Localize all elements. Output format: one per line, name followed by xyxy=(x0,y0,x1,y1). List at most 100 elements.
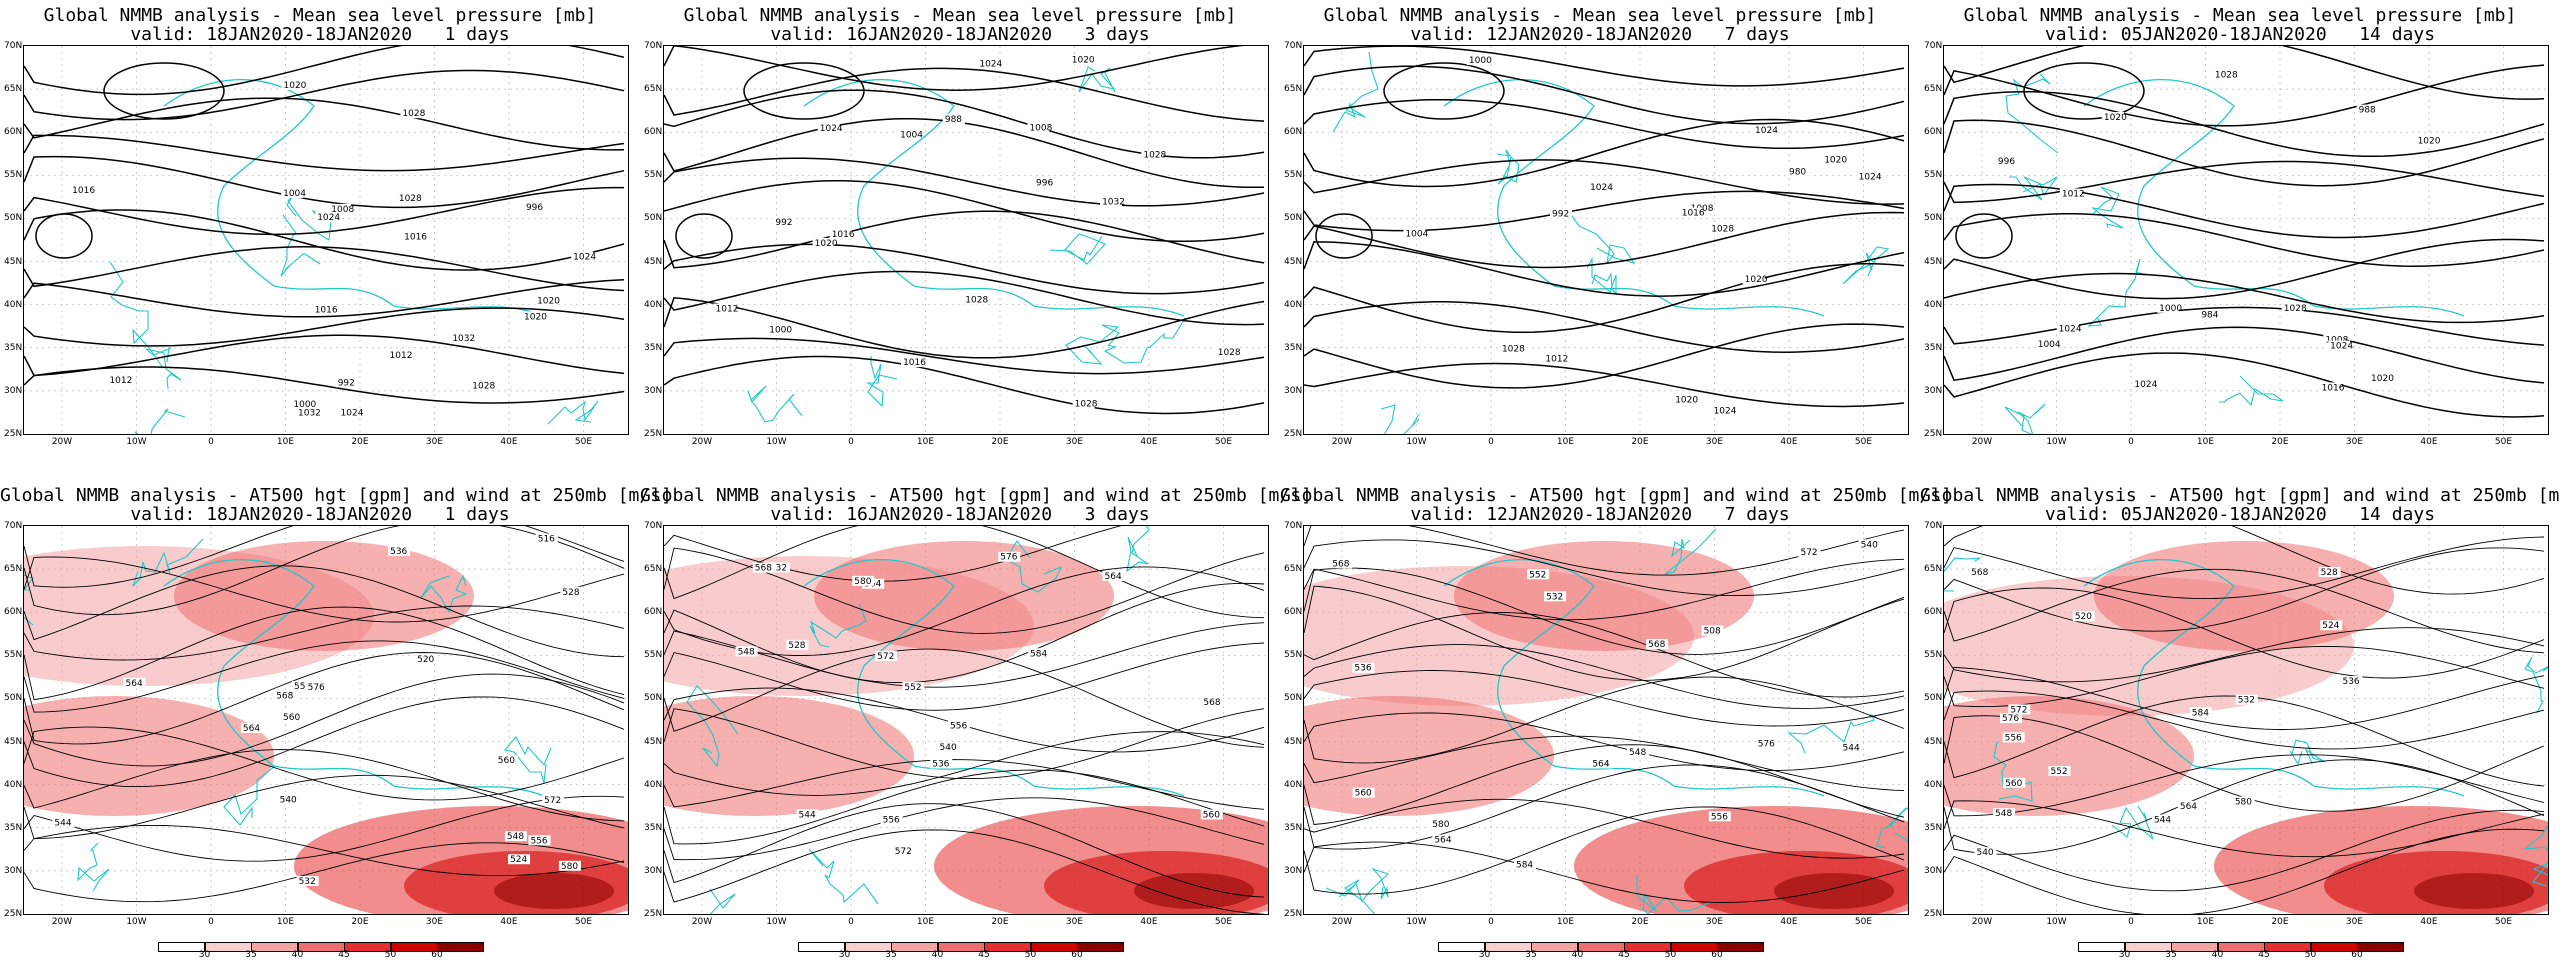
contour-label-bg xyxy=(338,407,361,418)
contour-label: 572 xyxy=(877,652,894,662)
isoline xyxy=(664,759,1265,810)
lon-tick-label: 50E xyxy=(574,917,593,927)
isoline xyxy=(1304,764,1905,850)
lon-tick-label: 50E xyxy=(1214,917,1233,927)
contour-label-bg xyxy=(2369,372,2392,383)
isoline xyxy=(24,749,625,822)
isoline xyxy=(1944,160,2545,204)
contour-label-bg xyxy=(1102,570,1125,581)
contour-label-bg xyxy=(291,680,314,691)
colorbar-segment xyxy=(1717,942,1764,952)
isoline xyxy=(1304,190,1905,232)
contour-label-bg xyxy=(2189,707,2212,718)
lat-tick-label: 40N xyxy=(644,299,663,310)
colorbar-label: 45 xyxy=(1618,950,1630,960)
coastline xyxy=(1944,557,1981,592)
coastline xyxy=(1496,149,1520,185)
contour-label: 540 xyxy=(1976,848,1993,858)
contour-label: 1020 xyxy=(815,239,838,249)
coastline xyxy=(803,79,1185,317)
lon-tick-label: 40E xyxy=(1140,437,1158,447)
wind-shade xyxy=(814,541,1114,651)
coastline xyxy=(1380,404,1420,434)
contour-label: 996 xyxy=(1036,178,1053,188)
contour-label-bg xyxy=(281,80,304,91)
contour-label-bg xyxy=(1034,177,1057,188)
contour-label-bg xyxy=(1588,182,1611,193)
lat-tick-label: 30N xyxy=(1924,865,1943,876)
lat-tick-label: 55N xyxy=(4,170,23,181)
lat-tick-label: 25N xyxy=(1284,429,1303,439)
coastline xyxy=(2091,186,2124,229)
contour-label-bg xyxy=(387,349,410,360)
contour-label: 520 xyxy=(417,655,434,665)
contour-label: 536 xyxy=(2342,677,2359,687)
lat-tick-label: 65N xyxy=(1924,84,1943,95)
contour-label-bg xyxy=(786,639,809,650)
lat-tick-label: 55N xyxy=(644,170,663,181)
contour-label: 576 xyxy=(2002,714,2019,724)
contour-label: 1000 xyxy=(293,400,316,410)
lat-tick-label: 60N xyxy=(1924,127,1943,138)
colorbar-label: 45 xyxy=(2258,950,2270,960)
isoline xyxy=(24,774,625,840)
colorbar-label: 40 xyxy=(2211,950,2224,960)
contour-label-bg xyxy=(2328,340,2351,351)
contour-label-bg xyxy=(735,646,758,657)
map-svg: 980 992 1000 1004 1008 1012 1016 1020 1024 1028 10… xyxy=(1304,46,1908,434)
contour-label-bg xyxy=(1999,713,2022,724)
colorbar-label: 40 xyxy=(1571,950,1584,960)
contour-label: 568 xyxy=(1203,698,1220,708)
contour-label-bg xyxy=(902,681,925,692)
contour-label: 584 xyxy=(1030,649,1047,659)
isoline xyxy=(1304,670,1905,727)
lat-tick-label: 25N xyxy=(644,429,663,439)
contour-label-bg xyxy=(528,835,551,846)
contour-label: 1024 xyxy=(341,408,364,418)
isoline xyxy=(1944,568,2545,654)
coastline xyxy=(747,385,803,423)
lon-tick-label: 50E xyxy=(2494,917,2513,927)
colorbar-label: 60 xyxy=(1071,950,1083,960)
contour-label: 996 xyxy=(1998,157,2015,167)
contour-label: 528 xyxy=(2321,568,2338,578)
contour-label: 552 xyxy=(2050,767,2067,777)
lon-tick-label: 10E xyxy=(276,917,295,927)
isoline xyxy=(24,673,625,767)
contour-label: 1008 xyxy=(1029,124,1052,134)
lat-tick-label: 65N xyxy=(4,84,23,95)
lat-tick-label: 45N xyxy=(1924,256,1943,267)
isoline xyxy=(664,179,1265,243)
lat-tick-label: 70N xyxy=(644,521,663,531)
coastline xyxy=(1566,208,1636,264)
isoline xyxy=(24,565,625,658)
lon-tick-label: 0 xyxy=(1488,917,1494,927)
lat-tick-label: 55N xyxy=(1284,170,1303,181)
contour-label-bg xyxy=(773,217,796,228)
lon-tick-label: 10W xyxy=(126,917,147,927)
coastline xyxy=(1049,233,1106,265)
contour-label-bg xyxy=(1995,156,2018,167)
contour-label-bg xyxy=(1352,787,1375,798)
lat-tick-label: 40N xyxy=(644,779,663,790)
coastline xyxy=(2009,176,2058,201)
isoline xyxy=(1944,90,2545,158)
contour-label-bg xyxy=(2132,379,2155,390)
contour-label-bg xyxy=(1403,228,1426,239)
contour-label: 1028 xyxy=(402,109,425,119)
lon-tick-label: 30E xyxy=(2345,917,2364,927)
map-panel: Global NMMB analysis - AT500 hgt [gpm] a… xyxy=(1920,480,2560,960)
contour-label-bg xyxy=(291,399,314,410)
isoline xyxy=(664,829,1265,914)
contour-label-bg xyxy=(1708,811,1731,822)
panel-title: Global NMMB analysis - AT500 hgt [gpm] a… xyxy=(1280,485,1952,506)
contour-label: 560 xyxy=(1203,810,1220,820)
isoline xyxy=(24,279,625,318)
contour-label-bg xyxy=(2318,566,2341,577)
isoline xyxy=(1944,272,2545,324)
contour-label: 1000 xyxy=(1469,56,1492,66)
lon-tick-label: 0 xyxy=(208,917,214,927)
contour-label: 1012 xyxy=(716,304,739,314)
lon-tick-label: 10E xyxy=(1556,437,1575,447)
lat-tick-label: 60N xyxy=(1284,607,1303,618)
